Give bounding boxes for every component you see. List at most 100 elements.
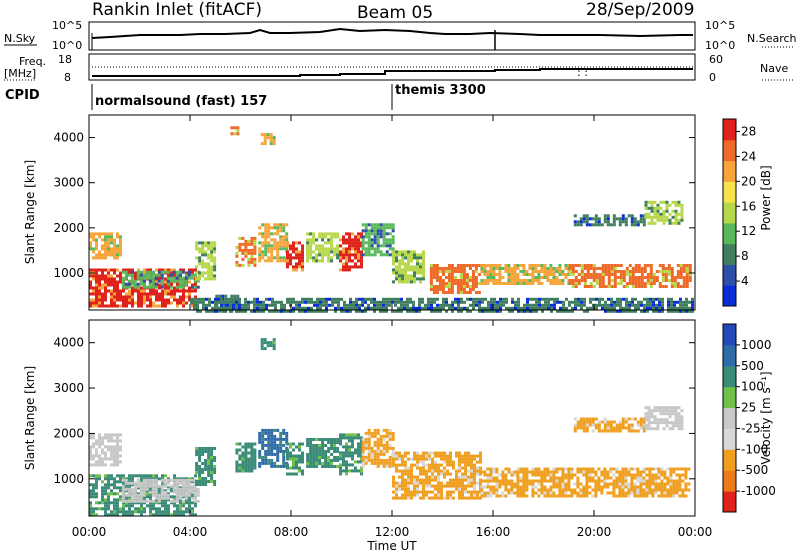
- data-cell-1-1: [92, 445, 95, 449]
- data-cell-1-9: [370, 434, 374, 438]
- data-cell-1-9: [376, 461, 380, 465]
- data-cell-0-14: [574, 282, 578, 285]
- data-cell-0-2: [187, 273, 191, 277]
- data-cell-1-10: [416, 487, 419, 491]
- data-cell-0-8: [321, 250, 325, 254]
- data-cell-1-9: [361, 464, 365, 468]
- data-cell-1-8: [339, 469, 342, 473]
- data-cell-0-3: [207, 268, 211, 272]
- data-cell-0-13: [552, 267, 556, 270]
- data-cell-1-2: [121, 496, 125, 500]
- data-cell-1-11: [534, 473, 538, 477]
- date-title: 28/Sep/2009: [586, 0, 694, 20]
- data-cell-1-10: [434, 460, 437, 464]
- data-cell-0-8: [330, 232, 334, 236]
- data-cell-0-12: [435, 276, 439, 279]
- data-cell-1-5: [285, 437, 289, 441]
- data-cell-0-13: [513, 270, 517, 273]
- data-cell-0-5: [253, 251, 257, 255]
- data-cell-0-17: [520, 306, 523, 310]
- data-cell-0-12: [441, 288, 445, 291]
- data-cell-1-2: [184, 484, 188, 488]
- data-cell-0-6: [267, 235, 271, 239]
- data-cell-1-0: [179, 513, 182, 517]
- data-cell-1-0: [104, 501, 107, 505]
- data-cell-1-4: [238, 463, 242, 467]
- data-cell-1-11: [672, 494, 676, 498]
- data-cell-0-11: [401, 271, 404, 275]
- data-cell-1-1: [119, 454, 122, 458]
- data-cell-1-11: [546, 491, 550, 495]
- data-cell-1-11: [639, 494, 643, 498]
- data-cell-1-7: [324, 438, 328, 441]
- data-cell-1-3: [213, 468, 217, 471]
- data-cell-0-17: [334, 309, 337, 313]
- data-cell-1-10: [395, 484, 398, 488]
- data-cell-1-10: [416, 460, 419, 464]
- data-cell-1-13: [659, 406, 663, 410]
- data-cell-1-1: [98, 433, 101, 437]
- data-cell-0-16: [644, 206, 648, 210]
- y-tick-label: 4000: [53, 131, 84, 145]
- data-cell-0-14: [574, 264, 578, 267]
- data-cell-1-0: [191, 501, 194, 505]
- data-cell-0-15: [633, 223, 637, 227]
- data-cell-0-16: [677, 221, 681, 225]
- data-cell-0-9: [339, 256, 342, 260]
- data-cell-0-0: [146, 295, 149, 299]
- data-cell-0-0: [185, 271, 188, 275]
- data-cell-0-0: [98, 274, 101, 278]
- data-cell-0-13: [546, 279, 550, 282]
- data-cell-0-17: [613, 303, 616, 307]
- data-cell-0-13: [552, 276, 556, 279]
- data-cell-1-10: [467, 460, 470, 464]
- data-cell-1-2: [142, 499, 146, 503]
- data-cell-0-13: [540, 267, 544, 270]
- data-cell-0-0: [104, 289, 107, 293]
- data-cell-1-10: [473, 463, 476, 467]
- data-cell-0-6: [267, 247, 271, 251]
- data-cell-1-0: [101, 492, 104, 496]
- data-cell-0-13: [498, 276, 502, 279]
- data-cell-0-17: [202, 306, 205, 310]
- data-cell-0-15: [639, 217, 643, 221]
- data-cell-0-0: [128, 295, 131, 299]
- data-cell-0-10: [379, 232, 383, 236]
- data-cell-1-10: [422, 487, 425, 491]
- data-cell-1-10: [458, 457, 461, 461]
- data-cell-1-11: [573, 491, 577, 495]
- data-cell-0-12: [441, 267, 445, 270]
- data-cell-0-9: [348, 241, 351, 245]
- data-cell-1-7: [321, 456, 325, 459]
- data-cell-1-3: [210, 453, 214, 456]
- data-cell-0-17: [418, 306, 421, 310]
- data-cell-0-12: [462, 267, 466, 270]
- data-cell-1-0: [92, 483, 95, 487]
- data-cell-1-1: [119, 439, 122, 443]
- data-cell-0-2: [166, 270, 170, 274]
- data-cell-1-12: [630, 426, 634, 430]
- data-cell-1-12: [612, 426, 616, 430]
- data-cell-0-9: [348, 265, 351, 269]
- data-cell-0-3: [204, 244, 208, 248]
- data-cell-1-11: [531, 491, 535, 495]
- data-cell-1-10: [440, 463, 443, 467]
- data-cell-1-10: [443, 460, 446, 464]
- data-cell-1-11: [534, 467, 538, 471]
- data-cell-1-13: [671, 406, 675, 410]
- data-cell-1-0: [128, 504, 131, 508]
- data-cell-1-11: [678, 473, 682, 477]
- data-cell-0-17: [490, 309, 493, 313]
- data-cell-0-0: [179, 289, 182, 293]
- data-cell-1-3: [210, 471, 214, 474]
- data-cell-1-0: [191, 510, 194, 514]
- data-cell-0-10: [373, 247, 377, 251]
- data-cell-0-0: [101, 274, 104, 278]
- data-cell-1-11: [630, 491, 634, 495]
- data-cell-0-2: [136, 270, 140, 274]
- data-cell-1-0: [167, 513, 170, 517]
- data-cell-1-10: [473, 478, 476, 482]
- data-cell-0-8: [312, 232, 316, 236]
- data-cell-0-3: [207, 277, 211, 281]
- data-cell-1-11: [495, 470, 499, 474]
